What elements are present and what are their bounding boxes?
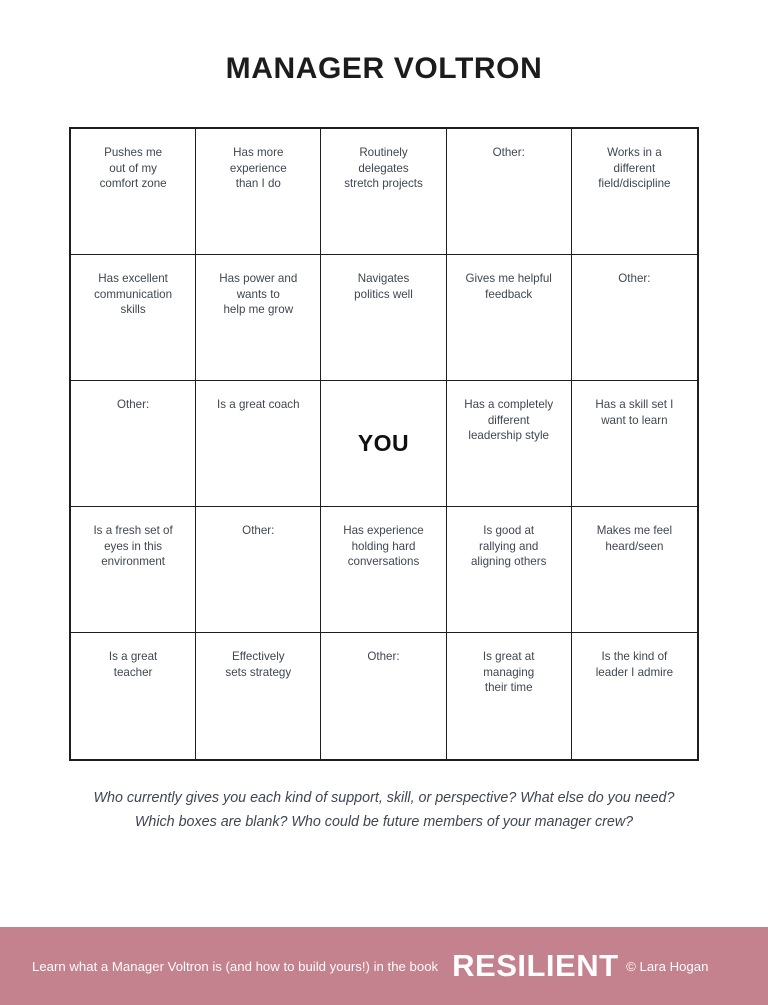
grid-cell[interactable]: Is good at rallying and aligning others bbox=[446, 507, 572, 633]
grid-cell[interactable]: Routinely delegates stretch projects bbox=[321, 129, 447, 255]
manager-voltron-grid: Pushes me out of my comfort zone Has more… bbox=[69, 127, 699, 761]
grid-cell[interactable]: Other: bbox=[321, 633, 447, 759]
grid-cell[interactable]: Is a great teacher bbox=[71, 633, 197, 759]
grid-cell[interactable]: Has experience holding hard conversation… bbox=[321, 507, 447, 633]
grid-cell[interactable]: Other: bbox=[446, 129, 572, 255]
grid-cell[interactable]: Other: bbox=[571, 255, 697, 381]
grid-cell[interactable]: Makes me feel heard/seen bbox=[571, 507, 697, 633]
grid-cell[interactable]: Navigates politics well bbox=[321, 255, 447, 381]
grid-cell[interactable]: Other: bbox=[71, 381, 197, 507]
resilient-management-logo: RESILIENT MANAGEMENT bbox=[452, 951, 624, 981]
page-title: MANAGER VOLTRON bbox=[225, 52, 543, 85]
grid-cell[interactable]: Other: bbox=[196, 507, 322, 633]
footer-bar: Learn what a Manager Voltron is (and how… bbox=[0, 927, 768, 1005]
grid-cell[interactable]: Is a great coach bbox=[196, 381, 322, 507]
grid-cell[interactable]: Has more experience than I do bbox=[196, 129, 322, 255]
footer-promo-text: Learn what a Manager Voltron is (and how… bbox=[32, 958, 439, 974]
brand-slot: RESILIENT MANAGEMENT bbox=[438, 951, 624, 981]
grid-cells-container: Pushes me out of my comfort zone Has more… bbox=[71, 129, 697, 759]
grid-cell[interactable]: Effectively sets strategy bbox=[196, 633, 322, 759]
copyright-text: © Lara Hogan bbox=[626, 958, 709, 974]
grid-cell[interactable]: Is the kind of leader I admire bbox=[595, 650, 674, 679]
caption-line-1: Who currently gives you each kind of sup… bbox=[93, 790, 675, 806]
grid-cell[interactable]: Gives me helpful feedback bbox=[446, 255, 572, 381]
grid-cell[interactable]: Has a completely different leadership st… bbox=[446, 381, 572, 507]
grid-cell[interactable]: Is great at managing their time bbox=[447, 633, 572, 759]
grid-cell[interactable]: Works in a different field/discipline bbox=[571, 129, 697, 255]
caption-block: Who currently gives you each kind of sup… bbox=[0, 786, 768, 834]
grid-cell[interactable]: Has power and wants to help me grow bbox=[196, 255, 322, 381]
grid-cell[interactable]: Has excellent communication skills bbox=[71, 255, 197, 381]
grid-cell-you[interactable]: YOU bbox=[321, 381, 447, 507]
caption-line-2: Which boxes are blank? Who could be futu… bbox=[134, 814, 634, 830]
grid-cell[interactable]: Pushes me out of my comfort zone bbox=[71, 129, 197, 255]
grid-cell[interactable]: Has a skill set I want to learn bbox=[571, 381, 697, 507]
grid-cell[interactable]: Is a fresh set of eyes in this environme… bbox=[71, 507, 197, 633]
